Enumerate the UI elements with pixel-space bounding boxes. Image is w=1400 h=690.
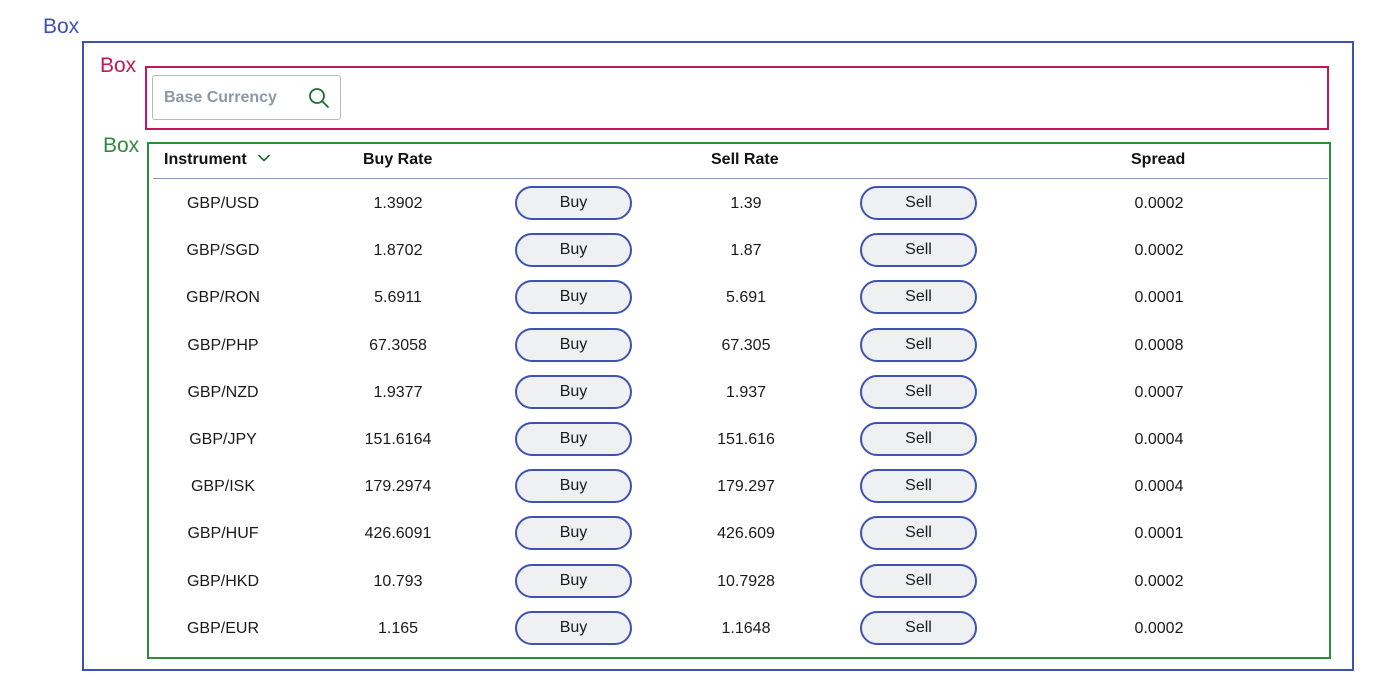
instrument-cell: GBP/HUF xyxy=(187,525,259,543)
base-currency-search-input[interactable] xyxy=(153,76,303,119)
buy-rate-cell: 179.2974 xyxy=(364,478,432,496)
buy-rate-cell: 426.6091 xyxy=(364,525,432,543)
buy-button[interactable]: Buy xyxy=(515,422,632,456)
instrument-cell: GBP/NZD xyxy=(187,383,259,401)
buy-rate-cell: 10.793 xyxy=(373,572,423,590)
instrument-column-header[interactable]: Instrument xyxy=(164,151,271,169)
sell-rate-cell: 1.39 xyxy=(730,195,762,212)
search-box xyxy=(145,66,1329,130)
table-box-label: Box xyxy=(103,134,140,157)
spread-cell: 0.0002 xyxy=(1134,242,1184,260)
sell-rate-cell: 67.305 xyxy=(721,336,771,354)
buy-button[interactable]: Buy xyxy=(515,610,632,645)
sell-button[interactable]: Sell xyxy=(860,610,977,645)
sell-button[interactable]: Sell xyxy=(860,327,977,362)
spread-cell: 0.0002 xyxy=(1134,195,1184,212)
buy-rate-cell: 67.3058 xyxy=(369,336,427,354)
sell-rate-column-header: Sell Rate xyxy=(711,151,779,168)
buy-rate-cell: 1.3902 xyxy=(373,195,423,212)
spread-cell: 0.0001 xyxy=(1134,289,1184,307)
instrument-cell: GBP/ISK xyxy=(190,478,256,496)
buy-button[interactable]: Buy xyxy=(515,469,632,504)
table-row: GBP/NZD 1.9377 1.937 0.0007 Buy Sell xyxy=(153,369,1328,416)
instrument-cell: GBP/HKD xyxy=(186,572,259,590)
buy-rate-column-header: Buy Rate xyxy=(363,151,433,168)
sell-rate-cell: 5.691 xyxy=(725,289,767,307)
sell-rate-cell: 10.7928 xyxy=(717,572,775,590)
search-field xyxy=(152,75,341,120)
table-box xyxy=(147,142,1331,659)
buy-button[interactable]: Buy xyxy=(515,327,632,362)
buy-button[interactable]: Buy xyxy=(515,374,632,409)
sell-rate-cell: 179.297 xyxy=(717,478,775,496)
table-row: GBP/EUR 1.165 1.1648 0.0002 Buy Sell xyxy=(153,605,1328,652)
instrument-cell: GBP/RON xyxy=(186,289,260,307)
buy-rate-cell: 151.6164 xyxy=(364,431,432,448)
instrument-cell: GBP/JPY xyxy=(189,431,257,448)
buy-button[interactable]: Buy xyxy=(515,563,632,598)
outer-box xyxy=(82,41,1354,671)
sell-button[interactable]: Sell xyxy=(860,516,977,551)
spread-cell: 0.0004 xyxy=(1134,478,1184,496)
table-row: GBP/PHP 67.3058 67.305 0.0008 Buy Sell xyxy=(153,322,1328,369)
sell-button[interactable]: Sell xyxy=(860,280,977,315)
buy-button[interactable]: Buy xyxy=(515,280,632,315)
spread-cell: 0.0001 xyxy=(1134,525,1184,543)
buy-rate-cell: 1.165 xyxy=(377,619,419,637)
spread-cell: 0.0002 xyxy=(1134,619,1184,637)
chevron-down-icon xyxy=(258,154,270,162)
spread-cell: 0.0007 xyxy=(1134,383,1184,401)
spread-cell: 0.0004 xyxy=(1134,431,1184,448)
buy-button[interactable]: Buy xyxy=(515,233,632,268)
instrument-cell: GBP/EUR xyxy=(186,619,259,637)
table-row: GBP/JPY 151.6164 151.616 0.0004 Buy Sell xyxy=(153,416,1328,463)
table-header: Instrument Buy Rate Sell Rate Spread xyxy=(153,142,1328,179)
instrument-cell: GBP/USD xyxy=(186,195,259,212)
buy-button[interactable]: Buy xyxy=(515,516,632,551)
sell-button[interactable]: Sell xyxy=(860,469,977,504)
buy-rate-cell: 1.8702 xyxy=(373,242,423,260)
table-row: GBP/HUF 426.6091 426.609 0.0001 Buy Sell xyxy=(153,510,1328,557)
sell-rate-cell: 1.87 xyxy=(730,242,762,260)
spread-column-header: Spread xyxy=(1131,151,1186,168)
spread-cell: 0.0008 xyxy=(1134,336,1184,354)
instrument-header-label: Instrument xyxy=(164,151,247,168)
sell-button[interactable]: Sell xyxy=(860,422,977,456)
sell-rate-cell: 426.609 xyxy=(717,525,775,543)
buy-rate-cell: 5.6911 xyxy=(374,289,422,307)
sell-rate-cell: 1.937 xyxy=(725,383,767,401)
sell-button[interactable]: Sell xyxy=(860,374,977,409)
sell-rate-cell: 151.616 xyxy=(717,431,775,448)
buy-button[interactable]: Buy xyxy=(515,186,632,220)
table-row: GBP/USD 1.3902 1.39 0.0002 Buy Sell xyxy=(153,180,1328,227)
sell-button[interactable]: Sell xyxy=(860,563,977,598)
table-row: GBP/ISK 179.2974 179.297 0.0004 Buy Sell xyxy=(153,463,1328,510)
instrument-cell: GBP/SGD xyxy=(186,242,260,260)
outer-box-label: Box xyxy=(43,15,80,38)
rates-table: Instrument Buy Rate Sell Rate Spread GBP… xyxy=(153,142,1328,652)
buy-rate-cell: 1.9377 xyxy=(373,383,423,401)
table-row: GBP/HKD 10.793 10.7928 0.0002 Buy Sell xyxy=(153,558,1328,605)
sell-rate-cell: 1.1648 xyxy=(721,619,771,637)
sell-button[interactable]: Sell xyxy=(860,186,977,220)
search-icon[interactable] xyxy=(307,86,331,110)
sell-button[interactable]: Sell xyxy=(860,233,977,268)
search-box-label: Box xyxy=(100,54,137,77)
table-row: GBP/SGD 1.8702 1.87 0.0002 Buy Sell xyxy=(153,227,1328,274)
spread-cell: 0.0002 xyxy=(1134,572,1184,590)
table-row: GBP/RON 5.6911 5.691 0.0001 Buy Sell xyxy=(153,274,1328,321)
instrument-cell: GBP/PHP xyxy=(187,336,259,354)
